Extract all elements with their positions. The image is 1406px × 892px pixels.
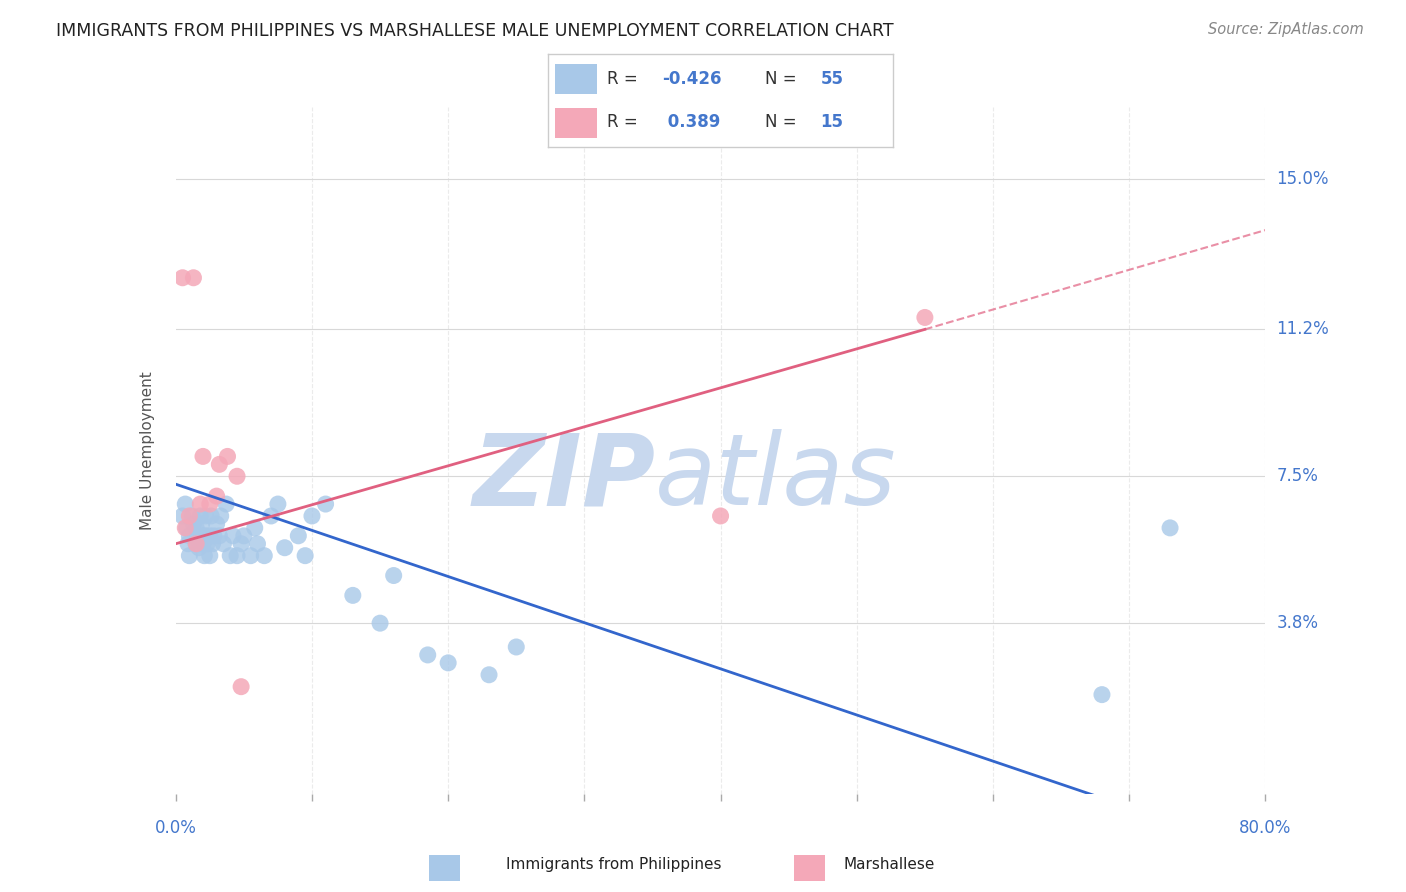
Point <box>260 508 283 523</box>
Point <box>243 521 266 535</box>
Point <box>201 537 224 551</box>
Text: N =: N = <box>765 113 803 131</box>
Text: Marshallese: Marshallese <box>844 857 935 872</box>
Text: atlas: atlas <box>655 429 897 526</box>
Point <box>222 529 245 543</box>
Point <box>267 497 290 511</box>
Text: 55: 55 <box>821 70 844 87</box>
Point <box>209 508 232 523</box>
Point <box>1091 688 1114 702</box>
Point <box>176 521 198 535</box>
Bar <box>555 108 596 138</box>
Point <box>177 537 200 551</box>
Point <box>226 549 249 563</box>
Point <box>172 270 194 285</box>
Point <box>212 537 235 551</box>
Point <box>191 529 214 543</box>
Point <box>191 537 214 551</box>
Point <box>217 450 239 464</box>
Y-axis label: Male Unemployment: Male Unemployment <box>141 371 155 530</box>
Point <box>215 497 238 511</box>
Point <box>186 521 208 535</box>
Point <box>226 469 249 483</box>
Point <box>191 450 214 464</box>
Point <box>246 537 269 551</box>
Text: 15.0%: 15.0% <box>1277 169 1329 187</box>
Point <box>195 537 218 551</box>
Point <box>301 508 323 523</box>
Point <box>505 640 527 654</box>
Point <box>219 549 242 563</box>
Point <box>174 497 197 511</box>
Point <box>193 549 215 563</box>
Point <box>294 549 316 563</box>
Point <box>186 537 208 551</box>
Point <box>188 508 211 523</box>
Point <box>253 549 276 563</box>
Point <box>914 310 936 325</box>
Point <box>342 588 364 602</box>
Text: 7.5%: 7.5% <box>1277 467 1319 485</box>
Text: ZIP: ZIP <box>472 429 655 526</box>
Point <box>315 497 337 511</box>
Point <box>478 667 501 681</box>
Point <box>205 516 228 531</box>
Point <box>231 680 253 694</box>
Point <box>202 529 225 543</box>
Point <box>179 529 201 543</box>
Text: 0.0%: 0.0% <box>155 819 197 837</box>
Point <box>190 516 212 531</box>
Point <box>416 648 439 662</box>
Point <box>208 529 231 543</box>
Point <box>194 508 217 523</box>
Point <box>710 508 733 523</box>
Text: R =: R = <box>607 70 643 87</box>
Point <box>231 537 253 551</box>
Point <box>208 458 231 472</box>
Text: Source: ZipAtlas.com: Source: ZipAtlas.com <box>1208 22 1364 37</box>
Point <box>194 529 217 543</box>
Text: 3.8%: 3.8% <box>1277 615 1319 632</box>
Point <box>232 529 254 543</box>
Point <box>198 529 221 543</box>
Point <box>287 529 309 543</box>
Point <box>274 541 297 555</box>
Point <box>200 508 222 523</box>
Point <box>187 541 209 555</box>
Point <box>198 497 221 511</box>
Point <box>437 656 460 670</box>
Point <box>188 497 211 511</box>
Text: 11.2%: 11.2% <box>1277 320 1329 338</box>
Text: 80.0%: 80.0% <box>1239 819 1292 837</box>
Point <box>183 270 205 285</box>
Text: IMMIGRANTS FROM PHILIPPINES VS MARSHALLESE MALE UNEMPLOYMENT CORRELATION CHART: IMMIGRANTS FROM PHILIPPINES VS MARSHALLE… <box>56 22 894 40</box>
Point <box>186 537 208 551</box>
Point <box>368 616 391 631</box>
Point <box>198 549 221 563</box>
Point <box>181 508 204 523</box>
Point <box>183 516 205 531</box>
Point <box>205 489 228 503</box>
Point <box>239 549 262 563</box>
Point <box>382 568 405 582</box>
Point <box>186 529 209 543</box>
Bar <box>555 64 596 94</box>
Text: Immigrants from Philippines: Immigrants from Philippines <box>506 857 721 872</box>
Text: N =: N = <box>765 70 803 87</box>
Text: -0.426: -0.426 <box>662 70 721 87</box>
Point <box>1159 521 1181 535</box>
Text: 15: 15 <box>821 113 844 131</box>
Point <box>174 521 197 535</box>
Text: R =: R = <box>607 113 643 131</box>
Text: 0.389: 0.389 <box>662 113 720 131</box>
Point <box>172 508 194 523</box>
Point <box>179 549 201 563</box>
Point <box>179 508 201 523</box>
